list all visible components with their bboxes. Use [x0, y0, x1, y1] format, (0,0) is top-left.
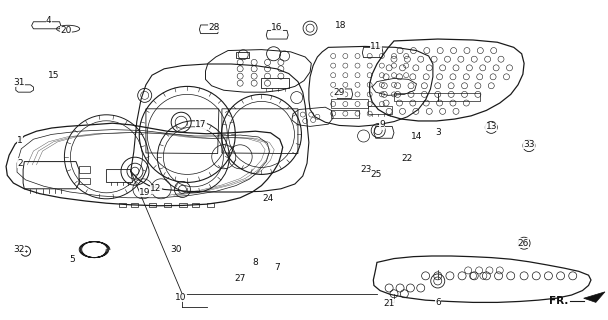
Text: 10: 10 — [176, 293, 187, 302]
Text: 12: 12 — [150, 184, 161, 193]
Text: 6: 6 — [435, 298, 441, 307]
Text: 15: 15 — [48, 71, 59, 80]
Text: 29: 29 — [334, 88, 345, 97]
Text: 20: 20 — [60, 26, 71, 35]
Text: FR.: FR. — [549, 296, 568, 306]
Text: 26: 26 — [517, 239, 528, 248]
Text: 33: 33 — [523, 140, 534, 148]
Text: 14: 14 — [411, 132, 422, 140]
Text: 32: 32 — [14, 245, 25, 254]
Text: 7: 7 — [274, 263, 280, 272]
Text: 18: 18 — [335, 21, 346, 30]
Polygon shape — [584, 292, 605, 302]
Text: 22: 22 — [402, 154, 413, 163]
Text: 1: 1 — [17, 136, 23, 145]
Text: 13: 13 — [486, 122, 497, 131]
Text: 24: 24 — [262, 194, 273, 203]
Text: 9: 9 — [379, 120, 385, 129]
Text: 31: 31 — [14, 78, 25, 87]
Text: 19: 19 — [139, 188, 150, 196]
Text: 8: 8 — [252, 258, 258, 267]
Text: 16: 16 — [271, 23, 282, 32]
Text: 27: 27 — [235, 274, 246, 283]
Text: 2: 2 — [17, 159, 23, 168]
Text: 30: 30 — [171, 245, 182, 254]
Text: 4: 4 — [46, 16, 52, 25]
Text: 11: 11 — [370, 42, 381, 51]
Text: 5: 5 — [69, 255, 75, 264]
Text: 25: 25 — [370, 170, 381, 179]
Text: 21: 21 — [384, 300, 395, 308]
Text: 3: 3 — [435, 128, 441, 137]
Text: 23: 23 — [361, 165, 371, 174]
Text: 28: 28 — [209, 23, 219, 32]
Text: 17: 17 — [195, 120, 206, 129]
